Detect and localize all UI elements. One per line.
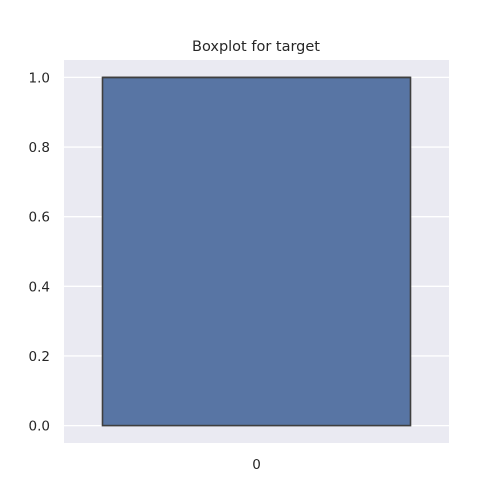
x-tick-labels: 0 [252,457,261,473]
y-tick-label: 0.4 [29,279,50,295]
boxes [101,76,412,427]
y-tick-label: 0.8 [29,140,50,156]
chart-title: Boxplot for target [192,39,320,55]
y-tick-labels: 0.0 0.2 0.4 0.6 0.8 1.0 [29,70,50,434]
x-tick-label: 0 [252,457,261,473]
y-tick-label: 1.0 [29,70,50,86]
y-tick-label: 0.2 [29,349,50,365]
y-tick-label: 0.6 [29,210,50,226]
box-0 [101,76,412,427]
y-tick-label: 0.0 [29,419,50,435]
